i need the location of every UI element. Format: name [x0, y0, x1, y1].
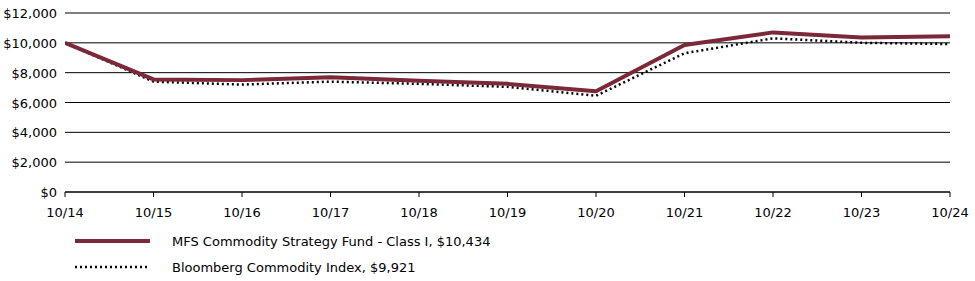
x-tick-label: 10/20 [577, 205, 614, 220]
x-tick [242, 192, 243, 197]
legend-label: MFS Commodity Strategy Fund - Class I, $… [172, 234, 490, 249]
x-tick-label: 10/14 [46, 205, 83, 220]
series-line [65, 32, 950, 91]
grid-line [65, 72, 950, 73]
x-tick-label: 10/19 [489, 205, 526, 220]
x-tick [507, 192, 508, 197]
x-tick [861, 192, 862, 197]
y-tick-label: $6,000 [12, 96, 58, 111]
legend-swatch [75, 266, 150, 269]
plot-area [65, 32, 950, 95]
grid-line [65, 42, 950, 43]
x-tick [419, 192, 420, 197]
x-tick [596, 192, 597, 197]
grid-line [65, 13, 950, 14]
y-tick-label: $0 [40, 185, 57, 200]
x-tick [330, 192, 331, 197]
x-tick-label: 10/22 [754, 205, 791, 220]
x-tick-label: 10/18 [400, 205, 437, 220]
y-tick-label: $4,000 [12, 125, 58, 140]
x-tick-label: 10/21 [666, 205, 703, 220]
x-tick-label: 10/23 [843, 205, 880, 220]
x-tick-label: 10/17 [312, 205, 349, 220]
y-tick-label: $8,000 [12, 66, 58, 81]
x-tick [773, 192, 774, 197]
x-tick [153, 192, 154, 197]
grid-line [65, 162, 950, 163]
y-tick-label: $12,000 [3, 6, 57, 21]
x-tick-label: 10/24 [931, 205, 968, 220]
x-tick-label: 10/16 [223, 205, 260, 220]
x-tick [684, 192, 685, 197]
y-tick-label: $2,000 [12, 155, 58, 170]
x-tick [65, 192, 66, 197]
grid-line [65, 102, 950, 103]
legend-swatch [75, 239, 150, 243]
chart: $0 $2,000 $4,000 $6,000 $8,000 $10,000 $12,000… [0, 0, 975, 281]
grid-line [65, 132, 950, 133]
x-tick-label: 10/15 [135, 205, 172, 220]
x-tick [950, 192, 951, 197]
y-tick-label: $10,000 [3, 36, 57, 51]
series-line [65, 38, 950, 95]
legend-label: Bloomberg Commodity Index, $9,921 [172, 260, 416, 275]
